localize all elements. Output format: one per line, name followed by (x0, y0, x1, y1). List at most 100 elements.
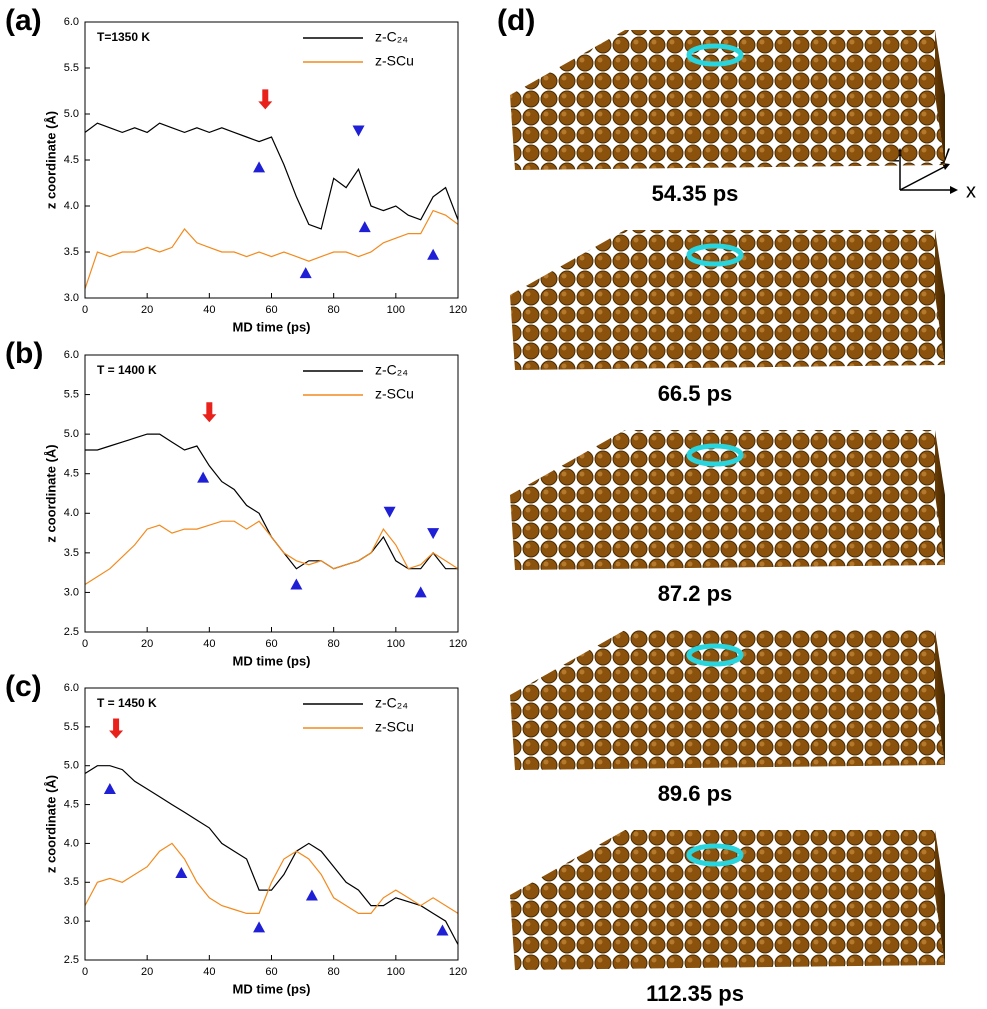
marker-up (253, 921, 266, 933)
y-tick-label: 5.5 (64, 388, 79, 400)
legend-label: z-SCu (375, 719, 414, 735)
plot-frame (84, 687, 459, 961)
molecule (686, 843, 744, 867)
x-tick-label: 0 (82, 304, 88, 316)
legend-label: z-C₂₄ (375, 695, 408, 711)
y-tick-label: 4.5 (64, 798, 79, 810)
y-tick-label: 3.0 (64, 915, 79, 927)
y-axis-title: z coordinate (Å) (43, 775, 58, 873)
series-line (84, 209, 459, 289)
y-tick-label: 3.5 (64, 246, 79, 258)
x-tick-label: 100 (387, 304, 405, 316)
y-tick-label: 5.5 (64, 721, 79, 733)
marker-down (427, 528, 440, 540)
slab-side (510, 295, 945, 370)
marker-up (436, 924, 449, 936)
slab-right (935, 830, 945, 965)
plot-frame (84, 354, 459, 633)
snapshot-time: 54.35 ps (652, 181, 739, 206)
marker-up (427, 248, 440, 260)
y-tick-label: 3.5 (64, 547, 79, 559)
y-tick-label: 4.0 (64, 200, 79, 212)
series-line (85, 433, 458, 570)
snapshot-time: 89.6 ps (658, 781, 733, 806)
x-tick-label: 100 (387, 966, 405, 978)
x-axis-title: MD time (ps) (233, 653, 311, 668)
y-tick-label: 4.5 (64, 468, 79, 480)
marker-up (299, 267, 312, 279)
slab-side (510, 495, 945, 570)
y-axis-title: z coordinate (Å) (43, 444, 58, 542)
molecule (686, 243, 744, 267)
x-tick-label: 0 (82, 638, 88, 650)
snapshot (510, 230, 945, 370)
legend-label: z-SCu (375, 53, 414, 69)
marker-up (305, 889, 318, 901)
x-tick-label: 40 (203, 304, 215, 316)
x-tick-label: 40 (203, 966, 215, 978)
marker-up (414, 586, 427, 598)
slab-side (510, 895, 945, 970)
x-tick-label: 40 (203, 638, 215, 650)
slab-right (935, 230, 945, 365)
x-tick-label: 60 (265, 966, 277, 978)
y-tick-label: 5.0 (64, 428, 79, 440)
marker-up (175, 866, 188, 878)
series-line (84, 520, 459, 586)
molecule (686, 443, 744, 467)
annotation: T = 1400 K (97, 363, 157, 377)
x-tick-label: 60 (265, 304, 277, 316)
x-tick-label: 80 (328, 966, 340, 978)
marker-up (103, 783, 116, 795)
y-tick-label: 4.0 (64, 837, 79, 849)
x-tick-label: 20 (141, 304, 153, 316)
marker-up (197, 471, 210, 483)
series-line (84, 765, 459, 945)
legend-label: z-C₂₄ (375, 362, 408, 378)
panel-label: (d) (497, 4, 535, 37)
snapshot (510, 430, 945, 570)
x-tick-label: 80 (328, 638, 340, 650)
x-tick-label: 80 (328, 304, 340, 316)
series-line (84, 842, 459, 914)
y-tick-label: 2.5 (64, 626, 79, 638)
marker-arrow (202, 402, 217, 423)
marker-down (352, 125, 365, 137)
axis-letter: x (966, 180, 976, 202)
x-axis-title: MD time (ps) (233, 319, 311, 334)
y-tick-label: 3.5 (64, 876, 79, 888)
marker-up (290, 578, 303, 590)
x-tick-label: 120 (449, 638, 467, 650)
slab-right (935, 30, 945, 165)
snapshot-time: 87.2 ps (658, 581, 733, 606)
snapshot-time: 66.5 ps (658, 381, 733, 406)
x-tick-label: 20 (141, 638, 153, 650)
slab-side (510, 695, 945, 770)
molecule (686, 643, 744, 667)
x-tick-label: 0 (82, 966, 88, 978)
y-tick-label: 2.5 (64, 954, 79, 966)
legend-label: z-SCu (375, 386, 414, 402)
y-tick-label: 4.5 (64, 154, 79, 166)
y-tick-label: 3.0 (64, 586, 79, 598)
y-tick-label: 3.0 (64, 292, 79, 304)
y-tick-label: 5.0 (64, 760, 79, 772)
marker-up (358, 221, 371, 233)
panel-label: (b) (5, 337, 43, 370)
x-tick-label: 120 (449, 966, 467, 978)
x-axis-title: MD time (ps) (233, 981, 311, 996)
molecule (686, 43, 744, 67)
annotation: T = 1450 K (97, 696, 157, 710)
y-tick-label: 6.0 (64, 682, 79, 694)
marker-arrow (109, 718, 124, 739)
y-tick-label: 6.0 (64, 349, 79, 361)
y-tick-label: 6.0 (64, 16, 79, 28)
legend-label: z-C₂₄ (375, 29, 408, 45)
y-axis-title: z coordinate (Å) (43, 111, 58, 209)
x-tick-label: 100 (387, 638, 405, 650)
x-tick-label: 20 (141, 966, 153, 978)
slab-right (935, 430, 945, 565)
x-tick-label: 120 (449, 304, 467, 316)
slab-side (510, 95, 945, 170)
